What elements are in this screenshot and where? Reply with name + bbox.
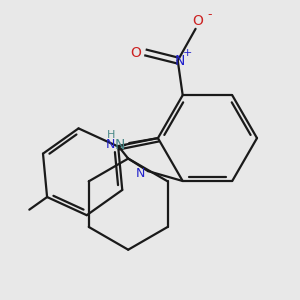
Text: O: O bbox=[131, 46, 142, 60]
Text: N: N bbox=[115, 138, 125, 152]
Text: H: H bbox=[107, 130, 116, 140]
Text: N: N bbox=[175, 53, 185, 68]
Text: +: + bbox=[183, 48, 192, 58]
Text: N: N bbox=[106, 138, 115, 151]
Text: O: O bbox=[192, 14, 203, 28]
Text: -: - bbox=[207, 8, 212, 22]
Text: N: N bbox=[136, 167, 145, 180]
